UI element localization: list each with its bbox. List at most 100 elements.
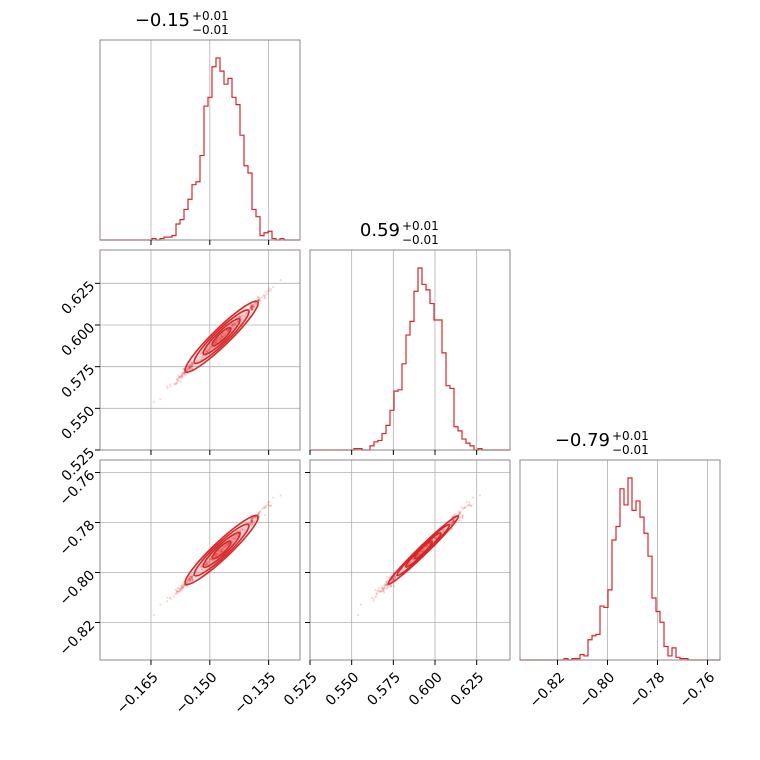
sample-point bbox=[450, 520, 453, 524]
contour-level-1 bbox=[193, 523, 250, 577]
sample-point bbox=[231, 536, 234, 539]
sample-point bbox=[374, 595, 377, 598]
sample-point bbox=[221, 335, 224, 338]
sample-point bbox=[232, 326, 235, 329]
sample-point bbox=[152, 613, 155, 617]
sample-point bbox=[264, 291, 267, 294]
sample-point bbox=[234, 322, 237, 325]
sample-point bbox=[219, 550, 222, 553]
sample-point bbox=[204, 349, 207, 353]
sample-point bbox=[391, 578, 394, 581]
xtick-label-1-0: 0.525 bbox=[281, 669, 321, 709]
sample-point bbox=[269, 287, 272, 291]
sample-point bbox=[166, 600, 169, 603]
sample-point bbox=[412, 558, 415, 562]
param-title-minus-0: −0.01 bbox=[192, 23, 229, 37]
sample-point bbox=[263, 294, 266, 297]
sample-point bbox=[252, 304, 255, 307]
sample-point bbox=[182, 372, 185, 375]
sample-point bbox=[179, 589, 182, 592]
sample-point bbox=[204, 564, 208, 567]
sample-point bbox=[257, 296, 260, 299]
sample-point bbox=[166, 387, 169, 390]
sample-point bbox=[191, 361, 194, 365]
sample-point bbox=[238, 315, 242, 318]
sample-point bbox=[181, 375, 184, 378]
sample-point bbox=[216, 339, 219, 342]
sample-point bbox=[204, 564, 207, 567]
sample-point bbox=[207, 349, 210, 352]
sample-point bbox=[269, 504, 272, 507]
sample-point bbox=[264, 504, 267, 507]
sample-point bbox=[377, 587, 380, 590]
sample-point bbox=[182, 585, 185, 588]
sample-point bbox=[188, 364, 191, 367]
sample-point bbox=[207, 560, 210, 563]
sample-point bbox=[182, 584, 186, 587]
sample-point bbox=[188, 366, 192, 369]
sample-point bbox=[224, 545, 227, 548]
param-title-minus-2: −0.01 bbox=[612, 443, 649, 457]
sample-point bbox=[188, 579, 192, 583]
sample-point bbox=[379, 590, 382, 593]
sample-point bbox=[215, 553, 218, 556]
sample-point bbox=[178, 376, 181, 379]
panel-2-1 bbox=[309, 459, 511, 661]
sample-point bbox=[221, 550, 224, 553]
sample-point bbox=[250, 304, 253, 307]
sample-point bbox=[356, 613, 359, 617]
sample-point bbox=[394, 576, 397, 579]
sample-point bbox=[188, 580, 191, 583]
sample-point bbox=[221, 335, 224, 338]
sample-point bbox=[231, 324, 234, 327]
sample-point bbox=[231, 323, 234, 326]
density-2-1 bbox=[356, 494, 481, 617]
sample-point bbox=[188, 580, 191, 583]
sample-point bbox=[191, 578, 194, 581]
sample-point bbox=[189, 360, 192, 363]
sample-point bbox=[200, 566, 203, 569]
param-title-1: 0.59 bbox=[360, 220, 400, 241]
sample-point bbox=[255, 516, 258, 519]
sample-point bbox=[234, 536, 237, 540]
sample-point bbox=[252, 517, 255, 520]
sample-point bbox=[230, 537, 234, 540]
sample-point bbox=[190, 363, 193, 366]
sample-point bbox=[392, 576, 395, 580]
sample-point bbox=[425, 545, 428, 548]
sample-point bbox=[250, 519, 254, 522]
sample-point bbox=[209, 557, 212, 560]
sample-point bbox=[191, 574, 194, 577]
sample-point bbox=[252, 305, 255, 309]
sample-point bbox=[245, 312, 248, 315]
sample-point bbox=[182, 367, 185, 371]
param-title-0: −0.15 bbox=[135, 10, 190, 31]
sample-point bbox=[207, 561, 210, 564]
sample-point bbox=[181, 371, 185, 374]
sample-point bbox=[265, 293, 268, 296]
sample-point bbox=[441, 530, 444, 533]
sample-point bbox=[169, 597, 172, 600]
sample-point bbox=[251, 305, 254, 309]
sample-point bbox=[269, 289, 272, 292]
sample-point bbox=[221, 547, 224, 550]
sample-point bbox=[188, 365, 191, 368]
sample-point bbox=[231, 540, 234, 543]
sample-point bbox=[182, 371, 186, 375]
sample-point bbox=[458, 516, 462, 519]
sample-point bbox=[174, 383, 177, 386]
sample-point bbox=[267, 292, 270, 295]
sample-point bbox=[180, 587, 183, 590]
sample-point bbox=[269, 504, 272, 507]
sample-point bbox=[249, 520, 253, 523]
sample-point bbox=[232, 322, 235, 325]
sample-point bbox=[189, 368, 192, 371]
sample-point bbox=[380, 587, 383, 590]
contour-level-3 bbox=[211, 540, 232, 560]
sample-point bbox=[250, 520, 254, 523]
sample-point bbox=[228, 538, 232, 541]
sample-point bbox=[258, 297, 261, 301]
sample-point bbox=[205, 561, 208, 564]
sample-point bbox=[250, 518, 253, 521]
sample-point bbox=[418, 552, 422, 555]
